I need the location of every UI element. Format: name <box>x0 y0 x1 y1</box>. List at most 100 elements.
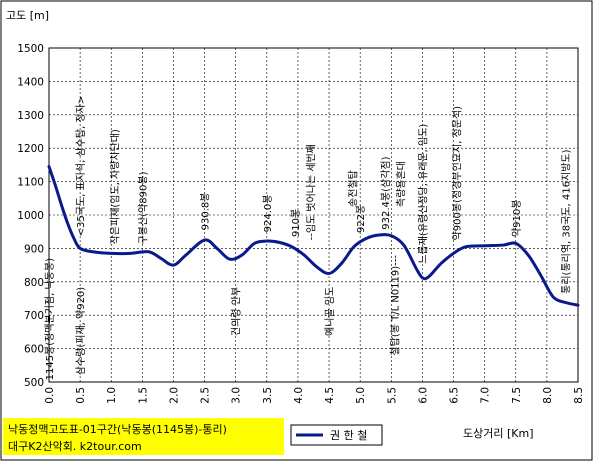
data-point <box>440 262 442 264</box>
annotations: 1145봉(정맥분기점, 낙동봉) <35국도, 표지석, 삼수탑, 정자> 삼수령… <box>44 96 573 381</box>
annotation-label: 삼수령(피재, 약920) <box>75 287 87 376</box>
x-tick-label: 8.5 <box>573 387 585 404</box>
y-tick-label: 1500 <box>17 43 44 55</box>
data-point <box>415 267 417 269</box>
data-point <box>291 246 293 248</box>
data-point <box>365 237 367 239</box>
data-point <box>465 246 467 248</box>
data-point <box>91 251 93 253</box>
y-tick-label: 800 <box>24 277 44 289</box>
data-point <box>577 304 579 306</box>
x-tick-label: 5.5 <box>386 387 398 404</box>
data-point <box>353 246 355 248</box>
x-tick-label: 3.0 <box>231 387 243 404</box>
x-tick-label: 6.0 <box>417 387 429 404</box>
y-tick-labels: 500 600 700 800 900 1000 1100 1200 1300 1400 1500 <box>17 43 44 389</box>
annotation-label: 철탑(봉 T/L N0119)--- <box>389 255 401 356</box>
data-point <box>241 254 243 256</box>
data-point <box>315 266 317 268</box>
annotation-label: 930.8봉 <box>200 193 212 231</box>
legend-label: 권 한 철 <box>330 429 367 442</box>
annotation-label: 송전철탑 <box>348 170 360 207</box>
x-tick-label: 7.5 <box>511 387 523 404</box>
x-tick-label: 8.0 <box>542 387 554 404</box>
legend <box>290 424 383 446</box>
y-tick-label: 700 <box>24 310 44 322</box>
y-tick-label: 500 <box>24 377 44 389</box>
y-tick-label: 1000 <box>17 210 44 222</box>
data-point <box>203 239 205 241</box>
annotation-label: <35국도, 표지석, 삼수탑, 정자> <box>75 96 87 237</box>
data-point <box>502 244 504 246</box>
x-tick-label: 4.0 <box>293 387 305 404</box>
x-tick-label: 6.5 <box>449 387 461 404</box>
data-point <box>552 296 554 298</box>
series-line <box>47 165 580 307</box>
y-axis-label: 고도 [m] <box>6 9 49 22</box>
data-point <box>228 258 230 260</box>
x-tick-label: 0.0 <box>44 387 56 404</box>
data-point <box>160 257 162 259</box>
chart-subtitle: 대구K2산악회. k2tour.com <box>8 440 142 453</box>
x-tick-label: 1.5 <box>137 387 149 404</box>
annotation-label: 1145봉(정맥분기점, 낙동봉) <box>44 258 56 381</box>
x-tick-labels: 0.0 0.5 1.0 1.5 2.0 2.5 3.0 3.5 4.0 4.5 5.0 5.5 6.0 6… <box>44 387 585 404</box>
annotation-label: 작은피재(임도, 차량차단대) <box>108 129 121 244</box>
data-point <box>66 222 68 224</box>
annotation-label: 구봉산(약890봉) <box>137 171 149 244</box>
annotation-label: 측량용흔대 <box>395 161 408 207</box>
data-point <box>378 234 380 236</box>
data-point <box>147 251 149 253</box>
data-point <box>48 165 50 167</box>
y-tick-label: 900 <box>24 243 44 255</box>
grid <box>48 47 579 383</box>
y-tick-label: 1100 <box>17 177 44 189</box>
x-tick-label: 0.5 <box>75 387 87 404</box>
annotation-label: 건의령 안부 <box>231 287 243 336</box>
data-point <box>390 235 392 237</box>
data-point <box>129 252 131 254</box>
y-tick-label: 1400 <box>17 76 44 88</box>
chart-title: 낙동정맥고도표-01구간(낙동봉(1145봉)-통리) <box>8 423 227 436</box>
x-tick-label: 1.0 <box>106 387 118 404</box>
data-point <box>185 254 187 256</box>
data-point <box>216 247 218 249</box>
data-point <box>403 244 405 246</box>
x-tick-label: 3.5 <box>262 387 274 404</box>
x-tick-label: 2.0 <box>168 387 180 404</box>
data-point <box>340 262 342 264</box>
annotation-label: 약910봉 <box>511 200 523 238</box>
y-tick-label: 600 <box>24 344 44 356</box>
data-point <box>266 240 268 242</box>
annotation-label: 통리(통리역, 38국도, 416지방도) <box>561 149 573 293</box>
data-point <box>421 277 423 279</box>
data-point <box>483 245 485 247</box>
annotation-label: 924.0봉 <box>262 195 274 233</box>
data-point <box>253 242 255 244</box>
annotation-label: 약900봉(정경부인묘지, 정문석) <box>451 106 464 241</box>
y-tick-label: 1200 <box>17 143 44 155</box>
x-tick-label: 4.5 <box>324 387 336 404</box>
data-point <box>172 264 174 266</box>
series-layer <box>47 165 580 307</box>
x-axis-label: 도상거리 [Km] <box>463 427 534 440</box>
data-point <box>452 252 454 254</box>
data-point <box>527 254 529 256</box>
data-point <box>427 276 429 278</box>
x-tick-label: 2.5 <box>200 387 212 404</box>
data-point <box>515 242 517 244</box>
data-point <box>539 274 541 276</box>
annotation-label: 932.4봉(삼각점) <box>380 156 392 229</box>
annotation-label: 느릅재(유령산정당, 유래문, 임도) <box>416 124 429 264</box>
data-point <box>79 247 81 249</box>
data-point <box>54 184 56 186</box>
data-point <box>60 204 62 206</box>
annotation-label: 예니골 임도 <box>323 287 336 336</box>
x-tick-label: 7.0 <box>480 387 492 404</box>
annotation-label: 922봉 <box>355 205 367 233</box>
x-tick-label: 5.0 <box>355 387 367 404</box>
data-point <box>328 272 330 274</box>
data-point <box>303 254 305 256</box>
y-tick-label: 1300 <box>17 110 44 122</box>
